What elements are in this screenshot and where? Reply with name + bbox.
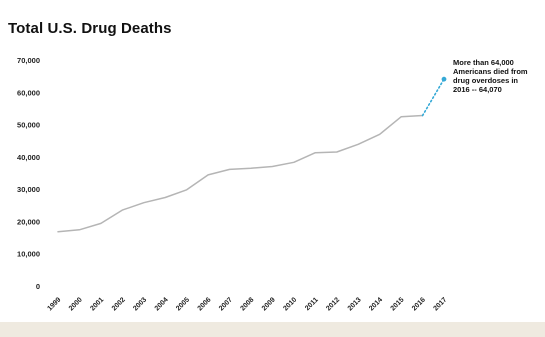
x-tick-label: 2013 <box>347 296 363 312</box>
x-tick-label: 2009 <box>261 296 277 312</box>
y-tick-label: 30,000 <box>17 185 40 194</box>
y-tick-label: 0 <box>36 282 40 291</box>
chart-title: Total U.S. Drug Deaths <box>8 20 172 37</box>
x-tick-label: 2012 <box>325 296 341 312</box>
bottom-strip <box>0 322 545 337</box>
x-tick-label: 2002 <box>111 296 127 312</box>
series-layer <box>57 78 445 233</box>
x-tick-label: 2003 <box>132 296 148 312</box>
chart-card: Total U.S. Drug Deaths 0 10,000 20,000 30,0… <box>0 0 545 322</box>
y-tick-label: 40,000 <box>17 153 40 162</box>
chart-annotation: More than 64,000 Americans died from dru… <box>453 58 528 94</box>
x-tick-label: 2000 <box>68 296 84 312</box>
x-tick-label: 2001 <box>89 296 105 312</box>
x-tick-label: 2016 <box>411 296 427 312</box>
deaths-line <box>57 114 424 233</box>
x-axis-ticks: 1999 2000 2001 2002 2003 2004 2005 2006 2007 2008… <box>46 296 448 312</box>
y-tick-label: 70,000 <box>17 56 40 65</box>
endpoint-marker <box>441 76 447 82</box>
x-tick-label: 2017 <box>432 296 448 312</box>
x-tick-label: 2010 <box>282 296 298 312</box>
x-tick-label: 2011 <box>304 296 320 312</box>
y-axis-ticks: 0 10,000 20,000 30,000 40,000 50,000 60,000 70,… <box>17 56 40 291</box>
x-tick-label: 2014 <box>368 296 384 312</box>
y-tick-label: 20,000 <box>17 217 40 226</box>
x-tick-label: 2005 <box>175 296 191 312</box>
x-tick-label: 2008 <box>239 296 255 312</box>
projection-line <box>421 78 445 117</box>
x-tick-label: 1999 <box>46 296 62 312</box>
x-tick-label: 2015 <box>390 296 406 312</box>
y-tick-label: 60,000 <box>17 88 40 97</box>
marker-layer <box>441 76 447 82</box>
y-tick-label: 50,000 <box>17 121 40 130</box>
line-chart: 0 10,000 20,000 30,000 40,000 50,000 60,000 70,… <box>17 56 448 312</box>
x-tick-label: 2007 <box>218 296 234 312</box>
x-tick-label: 2004 <box>154 296 170 312</box>
y-tick-label: 10,000 <box>17 250 40 259</box>
x-tick-label: 2006 <box>197 296 213 312</box>
